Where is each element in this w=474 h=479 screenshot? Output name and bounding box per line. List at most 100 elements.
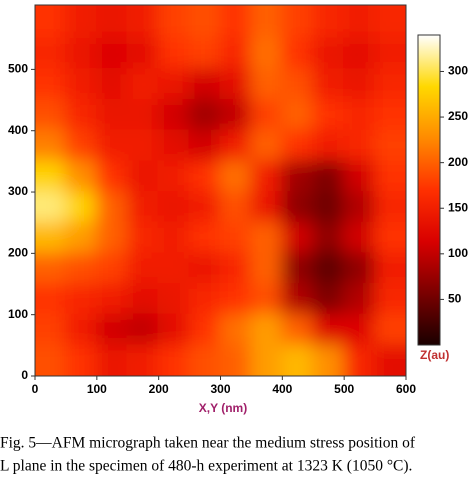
heatmap-cell [343,283,377,316]
heatmap-cell [250,344,284,376]
heatmap-cell [343,68,377,102]
y-tick-label: 400 [8,123,28,137]
heatmap-cell [188,221,222,255]
heatmap-cell [374,191,406,224]
heatmap-cell [188,129,222,163]
y-tick-label: 100 [8,307,28,321]
heatmap-cell [281,129,315,163]
heatmap-area [35,5,406,376]
x-tick-label: 400 [272,382,292,396]
x-tick-label: 600 [396,382,416,396]
heatmap-cell [374,68,406,102]
x-tick-label: 500 [334,382,354,396]
heatmap-cell [95,129,129,163]
colorbar-tick-label: 150 [448,200,468,214]
heatmap-cell [157,99,191,132]
colorbar-tick-label: 300 [448,64,468,78]
heatmap-cell [95,37,129,71]
heatmap-cell [188,160,222,194]
y-tick-label: 200 [8,246,28,260]
caption-line: L plane in the specimen of 480-h experim… [0,458,412,474]
heatmap-cell [188,252,222,286]
heatmap-cell [64,160,98,194]
heatmap-cell [250,283,284,316]
heatmap-cell [188,68,222,102]
y-tick-label: 0 [21,368,28,382]
heatmap-cell [374,5,406,40]
heatmap-cell [281,313,315,347]
heatmap-cell [343,221,377,255]
heatmap-cell [64,99,98,132]
heatmap-cell [312,252,346,286]
heatmap-cell [157,344,191,376]
heatmap-cell [312,37,346,71]
heatmap-cell [343,5,377,40]
caption-line: Fig. 5—AFM micrograph taken near the med… [0,435,416,452]
heatmap-cell [95,99,129,132]
heatmap-cell [250,37,284,71]
heatmap-cell [343,37,377,71]
heatmap-cell [281,37,315,71]
heatmap-cell [281,99,315,132]
heatmap-cell [126,221,160,255]
heatmap-cell [64,283,98,316]
x-axis-label: X,Y (nm) [199,401,247,415]
heatmap-cell [219,99,253,132]
heatmap-cell [64,221,98,255]
z-axis-label: Z(au) [420,348,449,362]
heatmap-cell [250,129,284,163]
heatmap-cell [343,160,377,194]
heatmap-cell [126,313,160,347]
heatmap-cell [374,221,406,255]
x-tick-label: 100 [87,382,107,396]
heatmap-cell [281,68,315,102]
heatmap-cell [64,313,98,347]
heatmap-cell [374,129,406,163]
heatmap-cell [312,5,346,40]
y-tick-label: 500 [8,62,28,76]
heatmap-cell [35,221,67,255]
heatmap-cell [219,252,253,286]
heatmap-cell [95,160,129,194]
heatmap-cell [281,344,315,376]
heatmap-cell [219,68,253,102]
heatmap-cell [343,313,377,347]
heatmap-cell [157,68,191,102]
heatmap-cell [95,5,129,40]
heatmap-cell [281,283,315,316]
colorbar-tick-label: 50 [448,292,462,306]
heatmap-cell [35,160,67,194]
heatmap-cell [188,5,222,40]
heatmap-cell [157,283,191,316]
heatmap-cell [35,283,67,316]
heatmap-cell [250,5,284,40]
y-tick-label: 300 [8,184,28,198]
heatmap-cell [250,313,284,347]
heatmap-cell [35,252,67,286]
heatmap-cell [157,129,191,163]
heatmap-cell [312,129,346,163]
heatmap-cell [312,344,346,376]
heatmap-cell [64,252,98,286]
heatmap-cell [64,5,98,40]
colorbar-tick-label: 250 [448,109,468,123]
heatmap-cell [374,160,406,194]
heatmap-cell [219,5,253,40]
heatmap-cell [157,252,191,286]
heatmap-cell [312,68,346,102]
heatmap-cell [219,191,253,224]
heatmap-cell [95,313,129,347]
heatmap-cell [219,283,253,316]
heatmap-cell [64,37,98,71]
heatmap-cell [374,283,406,316]
heatmap-cell [64,68,98,102]
x-tick-label: 0 [32,382,39,396]
heatmap-cell [126,160,160,194]
heatmap-cell [312,160,346,194]
heatmap-cell [250,221,284,255]
heatmap-cell [35,68,67,102]
heatmap-cell [374,313,406,347]
heatmap-cell [281,221,315,255]
heatmap-cell [35,129,67,163]
heatmap-cell [64,191,98,224]
